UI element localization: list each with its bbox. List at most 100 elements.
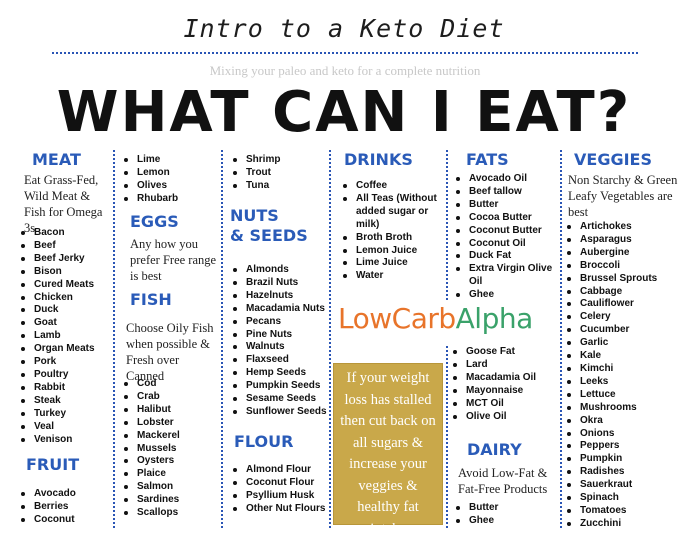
list-item: Sauerkraut — [564, 479, 686, 492]
main-headline: WHAT CAN I EAT? — [56, 80, 632, 145]
list-item: Veal — [18, 421, 114, 434]
flour-list: Almond Flour Coconut Flour Psyllium Husk Ot… — [230, 464, 328, 516]
column-divider — [560, 150, 562, 528]
list-item: Olives — [121, 180, 221, 193]
list-item: Tuna — [230, 180, 328, 193]
list-item: Goat — [18, 317, 114, 330]
list-item: Lettuce — [564, 389, 686, 402]
fish-heading: FISH — [130, 290, 172, 309]
list-item: Flaxseed — [230, 354, 328, 367]
logo-part-carb: Carb — [391, 302, 457, 335]
list-item: Duck Fat — [453, 250, 559, 263]
list-item: Salmon — [121, 481, 221, 494]
list-item: Celery — [564, 311, 686, 324]
veggies-list-wrap: Artichokes Asparagus Aubergine Broccoli Brus… — [564, 221, 686, 531]
list-item: Poultry — [18, 369, 114, 382]
list-item: Brussel Sprouts — [564, 273, 686, 286]
flour-heading-wrap: FLOUR — [234, 432, 324, 452]
list-item: Butter — [453, 199, 559, 212]
list-item: Brazil Nuts — [230, 277, 328, 290]
list-item: Cucumber — [564, 324, 686, 337]
drinks-heading-wrap: DRINKS — [344, 150, 444, 170]
list-item: Mackerel — [121, 430, 221, 443]
faded-subtitle: Mixing your paleo and keto for a complet… — [209, 63, 481, 78]
fruit-list: Avocado Berries Coconut — [18, 488, 114, 527]
list-item: Goose Fat — [450, 346, 558, 359]
fish-note-wrap: Choose Oily Fish when possible & Fresh o… — [126, 320, 220, 384]
list-item: Other Nut Flours — [230, 503, 328, 516]
list-item: Broth Broth — [340, 232, 444, 245]
fats-cont-wrap: Goose Fat Lard Macadamia Oil Mayonnaise MCT … — [450, 346, 558, 423]
eggs-heading-wrap: EGGS — [130, 212, 220, 232]
list-item: Hazelnuts — [230, 290, 328, 303]
flour-heading: FLOUR — [234, 432, 294, 451]
fats-list: Avocado Oil Beef tallow Butter Cocoa Butter… — [453, 173, 559, 302]
list-item: Broccoli — [564, 260, 686, 273]
fats-heading-wrap: FATS — [466, 150, 556, 170]
fruit-heading-wrap: FRUIT — [26, 455, 106, 475]
list-item: Organ Meats — [18, 343, 114, 356]
list-item: Macadamia Nuts — [230, 303, 328, 316]
list-item: Plaice — [121, 468, 221, 481]
list-item: Psyllium Husk — [230, 490, 328, 503]
list-item: Kimchi — [564, 363, 686, 376]
nuts-heading-line2: & SEEDS — [230, 226, 308, 245]
dairy-note-wrap: Avoid Low-Fat & Fat-Free Products — [458, 465, 558, 497]
list-item: Steak — [18, 395, 114, 408]
drinks-list: Coffee All Teas (Without added sugar or m… — [340, 180, 444, 283]
column-divider — [221, 150, 223, 528]
nuts-list-wrap: Almonds Brazil Nuts Hazelnuts Macadamia Nut… — [230, 264, 328, 419]
list-item: Lamb — [18, 330, 114, 343]
nuts-heading-line1: NUTS — [230, 206, 279, 225]
fish-heading-wrap: FISH — [130, 290, 220, 310]
list-item: Ghee — [453, 289, 559, 302]
meat-heading: MEAT — [32, 150, 81, 169]
list-item: Olive Oil — [450, 411, 558, 424]
list-item: Halibut — [121, 404, 221, 417]
list-item: Beef — [18, 240, 114, 253]
dairy-list-wrap: Butter Ghee — [453, 502, 559, 528]
list-item: Turkey — [18, 408, 114, 421]
veggies-heading: VEGGIES — [574, 150, 652, 169]
dairy-heading: DAIRY — [467, 440, 522, 459]
list-item: Venison — [18, 434, 114, 447]
drinks-list-wrap: Coffee All Teas (Without added sugar or m… — [340, 180, 444, 283]
fish-cont-wrap: Shrimp Trout Tuna — [230, 154, 328, 193]
veggies-note: Non Starchy & Green Leafy Vegetables are… — [568, 173, 678, 219]
list-item: Coconut Flour — [230, 477, 328, 490]
list-item: Coconut Butter — [453, 225, 559, 238]
list-item: Rhubarb — [121, 193, 221, 206]
list-item: Avocado Oil — [453, 173, 559, 186]
list-item: All Teas (Without added sugar or milk) — [340, 193, 444, 232]
tip-box: If your weight loss has stalled then cut… — [333, 363, 443, 537]
list-item: Mushrooms — [564, 402, 686, 415]
list-item: Garlic — [564, 337, 686, 350]
list-item: Zucchini — [564, 518, 686, 531]
list-item: Onions — [564, 428, 686, 441]
list-item: Sardines — [121, 494, 221, 507]
list-item: Pine Nuts — [230, 329, 328, 342]
list-item: Beef tallow — [453, 186, 559, 199]
list-item: Avocado — [18, 488, 114, 501]
dairy-note: Avoid Low-Fat & Fat-Free Products — [458, 466, 548, 496]
eggs-note-wrap: Any how you prefer Free range is best — [130, 236, 220, 284]
title-divider — [52, 52, 638, 54]
list-item: Almonds — [230, 264, 328, 277]
list-item: Okra — [564, 415, 686, 428]
list-item: Hemp Seeds — [230, 367, 328, 380]
list-item: Kale — [564, 350, 686, 363]
dairy-heading-wrap: DAIRY — [467, 440, 557, 460]
list-item: Lemon — [121, 167, 221, 180]
veggies-heading-wrap: VEGGIES — [574, 150, 684, 170]
logo-part-low: Low — [338, 302, 392, 335]
list-item: Bison — [18, 266, 114, 279]
veggies-note-wrap: Non Starchy & Green Leafy Vegetables are… — [568, 172, 686, 220]
list-item: Walnuts — [230, 341, 328, 354]
list-item: Scallops — [121, 507, 221, 520]
fruit-heading: FRUIT — [26, 455, 80, 474]
nuts-list: Almonds Brazil Nuts Hazelnuts Macadamia Nut… — [230, 264, 328, 419]
list-item: Macadamia Oil — [450, 372, 558, 385]
fruit-list-wrap: Avocado Berries Coconut — [18, 488, 114, 527]
list-item: Peppers — [564, 440, 686, 453]
logo-part-alpha: Alpha — [455, 302, 534, 335]
